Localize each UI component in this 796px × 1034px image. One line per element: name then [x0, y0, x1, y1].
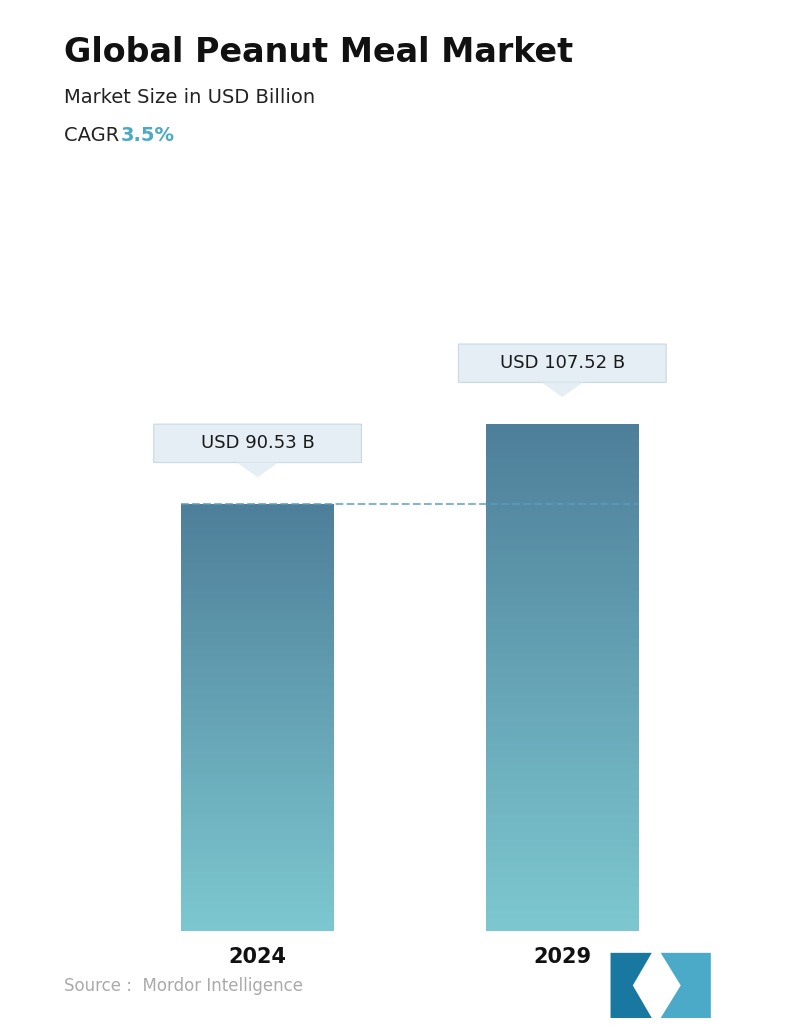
FancyBboxPatch shape: [458, 344, 666, 383]
Text: Global Peanut Meal Market: Global Peanut Meal Market: [64, 36, 573, 69]
FancyBboxPatch shape: [154, 424, 361, 462]
Polygon shape: [541, 383, 583, 397]
Text: CAGR: CAGR: [64, 126, 131, 145]
Polygon shape: [611, 953, 652, 1017]
Text: 3.5%: 3.5%: [121, 126, 175, 145]
Polygon shape: [237, 462, 279, 478]
Text: Source :  Mordor Intelligence: Source : Mordor Intelligence: [64, 977, 302, 995]
Text: Market Size in USD Billion: Market Size in USD Billion: [64, 88, 314, 107]
Polygon shape: [661, 953, 711, 1017]
Text: USD 90.53 B: USD 90.53 B: [201, 434, 314, 452]
Text: USD 107.52 B: USD 107.52 B: [500, 355, 625, 372]
